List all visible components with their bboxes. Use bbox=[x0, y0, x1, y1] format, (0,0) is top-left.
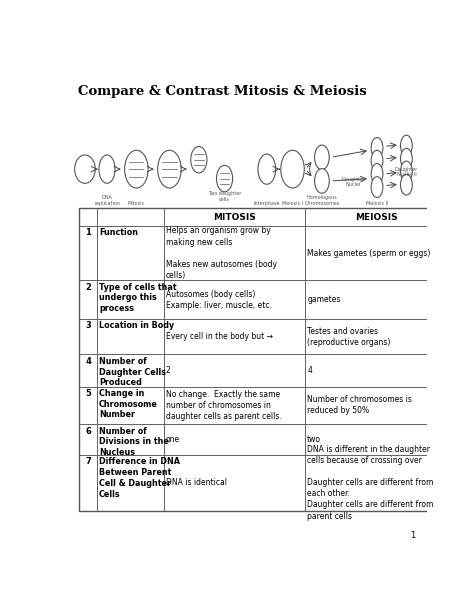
Text: gametes: gametes bbox=[307, 295, 341, 304]
Bar bbox=[97, 226, 164, 280]
Bar bbox=[305, 387, 447, 424]
Text: Meiosis I: Meiosis I bbox=[282, 200, 303, 206]
Text: Change in
Chromosome
Number: Change in Chromosome Number bbox=[99, 389, 158, 419]
Bar bbox=[305, 280, 447, 319]
Text: 2: 2 bbox=[166, 366, 171, 375]
Text: MEIOSIS: MEIOSIS bbox=[355, 213, 397, 221]
Bar bbox=[97, 280, 164, 319]
Text: No change.  Exactly the same
number of chromosomes in
daughter cells as parent c: No change. Exactly the same number of ch… bbox=[166, 390, 282, 421]
Text: Compare & Contrast Mitosis & Meiosis: Compare & Contrast Mitosis & Meiosis bbox=[78, 85, 366, 98]
Text: 5: 5 bbox=[85, 389, 91, 398]
Text: DNA is different in the daughter
cells because of crossing over

Daughter cells : DNA is different in the daughter cells b… bbox=[307, 445, 434, 520]
Text: 1: 1 bbox=[85, 229, 91, 237]
Ellipse shape bbox=[315, 169, 329, 193]
Text: 4: 4 bbox=[307, 366, 312, 375]
Ellipse shape bbox=[217, 166, 233, 192]
Ellipse shape bbox=[258, 154, 275, 185]
Bar bbox=[97, 208, 164, 226]
Text: Number of
Divisions in the
Nucleus: Number of Divisions in the Nucleus bbox=[99, 427, 169, 457]
Bar bbox=[164, 208, 305, 226]
Bar bbox=[97, 319, 164, 354]
Bar bbox=[305, 354, 447, 387]
Ellipse shape bbox=[401, 135, 412, 156]
Text: Function: Function bbox=[99, 229, 138, 237]
Ellipse shape bbox=[99, 155, 115, 183]
Text: 4: 4 bbox=[85, 357, 91, 366]
Text: Interphase: Interphase bbox=[254, 200, 280, 206]
Ellipse shape bbox=[191, 147, 207, 173]
Bar bbox=[305, 319, 447, 354]
Bar bbox=[80, 387, 97, 424]
Bar bbox=[305, 455, 447, 511]
Text: Daughter
Nuclei: Daughter Nuclei bbox=[341, 177, 365, 188]
Bar bbox=[305, 424, 447, 455]
Bar bbox=[97, 387, 164, 424]
Text: Helps an organism grow by
making new cells

Makes new autosomes (body
cells): Helps an organism grow by making new cel… bbox=[166, 226, 277, 280]
Bar bbox=[80, 424, 97, 455]
Bar bbox=[80, 319, 97, 354]
Text: one: one bbox=[166, 435, 180, 444]
Bar bbox=[164, 424, 305, 455]
Bar bbox=[164, 319, 305, 354]
Text: 6: 6 bbox=[85, 427, 91, 436]
Text: MITOSIS: MITOSIS bbox=[213, 213, 256, 221]
Bar bbox=[80, 354, 97, 387]
Text: Autosomes (body cells)
Example: liver, muscle, etc.: Autosomes (body cells) Example: liver, m… bbox=[166, 289, 272, 310]
Text: 7: 7 bbox=[85, 457, 91, 466]
Bar bbox=[164, 280, 305, 319]
Bar bbox=[97, 424, 164, 455]
Bar bbox=[80, 226, 97, 280]
Text: Meiosis II: Meiosis II bbox=[366, 200, 388, 206]
Ellipse shape bbox=[371, 164, 383, 185]
Bar bbox=[80, 208, 447, 511]
Bar bbox=[80, 280, 97, 319]
Ellipse shape bbox=[371, 150, 383, 171]
Bar bbox=[305, 208, 447, 226]
Text: Type of cells that
undergo this
process: Type of cells that undergo this process bbox=[99, 283, 176, 313]
Text: Homologous
Chromosomes: Homologous Chromosomes bbox=[304, 195, 339, 206]
Bar bbox=[164, 226, 305, 280]
Bar bbox=[80, 455, 97, 511]
Text: DNA is identical: DNA is identical bbox=[166, 478, 227, 487]
Text: Location in Body: Location in Body bbox=[99, 321, 174, 330]
Bar bbox=[164, 354, 305, 387]
Ellipse shape bbox=[158, 150, 181, 188]
Ellipse shape bbox=[125, 150, 148, 188]
Text: Number of
Daughter Cells
Produced: Number of Daughter Cells Produced bbox=[99, 357, 166, 387]
Bar bbox=[164, 455, 305, 511]
Bar bbox=[164, 387, 305, 424]
Text: Number of chromosomes is
reduced by 50%: Number of chromosomes is reduced by 50% bbox=[307, 395, 412, 416]
Text: 1: 1 bbox=[410, 531, 416, 540]
Ellipse shape bbox=[401, 174, 412, 195]
Text: Testes and ovaries
(reproductive organs): Testes and ovaries (reproductive organs) bbox=[307, 327, 391, 347]
Bar bbox=[305, 226, 447, 280]
Text: Two daughter
cells: Two daughter cells bbox=[208, 191, 241, 202]
Text: Daughter
Nuclei II: Daughter Nuclei II bbox=[395, 167, 418, 177]
Ellipse shape bbox=[401, 148, 412, 169]
Text: Every cell in the body but →: Every cell in the body but → bbox=[166, 332, 273, 341]
Text: Mitosis: Mitosis bbox=[128, 200, 145, 206]
Bar bbox=[97, 354, 164, 387]
Text: 2: 2 bbox=[85, 283, 91, 292]
Text: 3: 3 bbox=[85, 321, 91, 330]
Text: two: two bbox=[307, 435, 321, 444]
Bar bbox=[80, 208, 97, 226]
Text: DNA
replication: DNA replication bbox=[94, 195, 120, 206]
Text: Makes gametes (sperm or eggs): Makes gametes (sperm or eggs) bbox=[307, 249, 430, 257]
Ellipse shape bbox=[315, 145, 329, 170]
Text: Difference in DNA
Between Parent
Cell & Daughter
Cells: Difference in DNA Between Parent Cell & … bbox=[99, 457, 180, 498]
Ellipse shape bbox=[371, 137, 383, 158]
Ellipse shape bbox=[281, 150, 304, 188]
Ellipse shape bbox=[371, 177, 383, 197]
Ellipse shape bbox=[75, 155, 95, 183]
Ellipse shape bbox=[401, 161, 412, 182]
Bar bbox=[97, 455, 164, 511]
